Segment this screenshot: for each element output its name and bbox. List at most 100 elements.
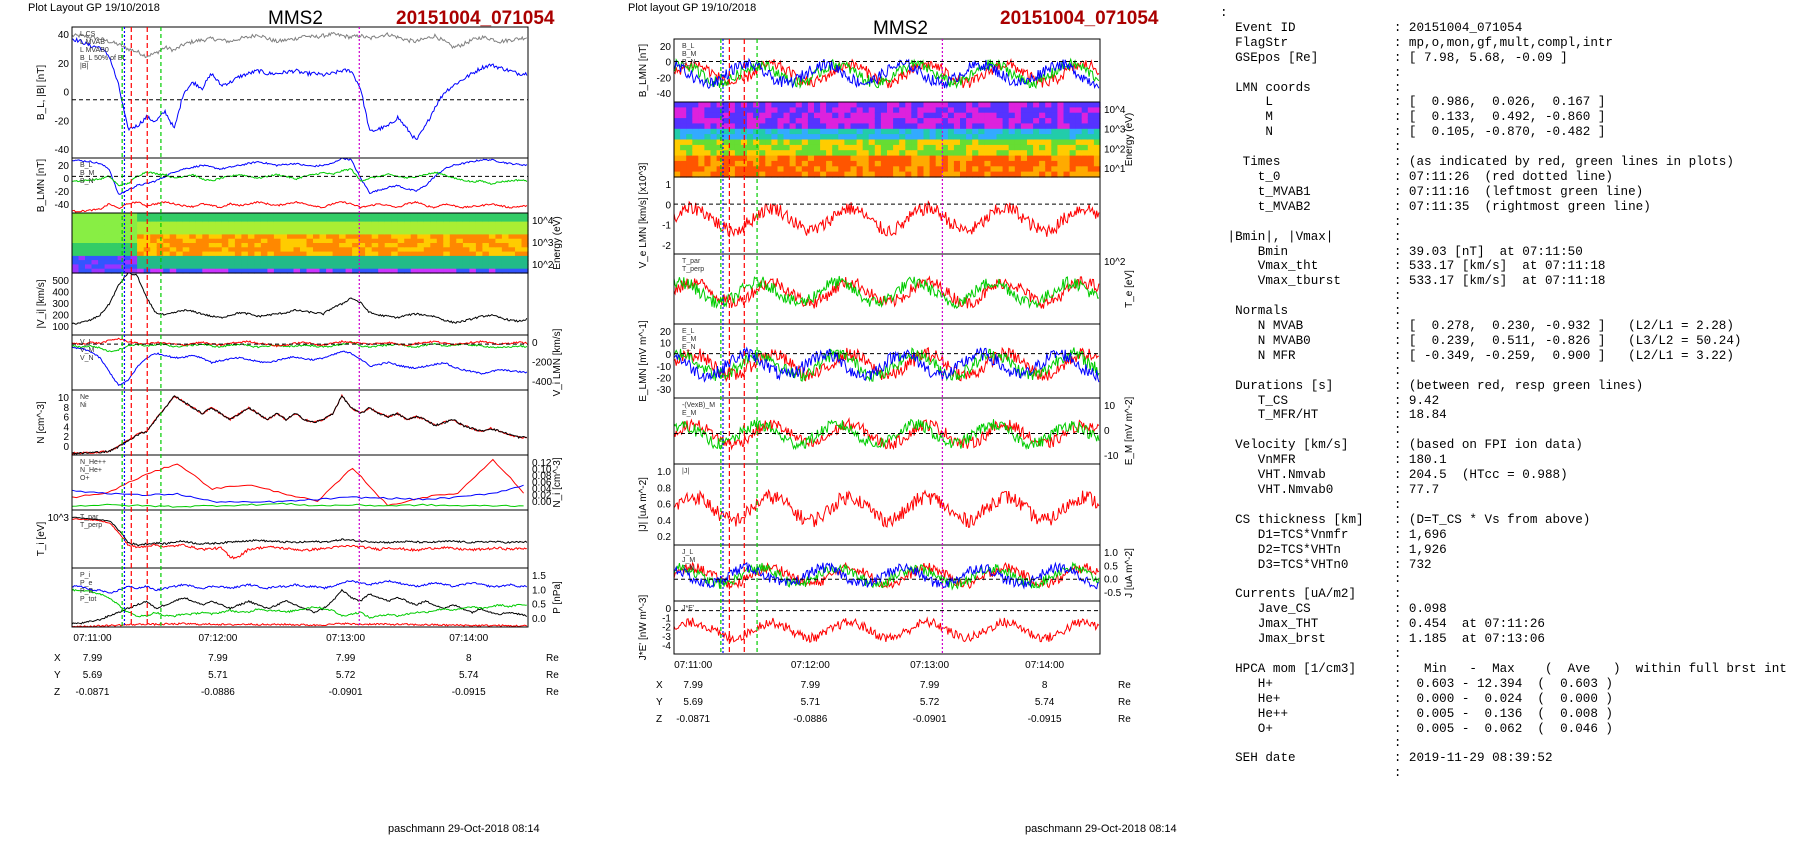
- info-line: Velocity [km/s] : (based on FPI ion data…: [1220, 438, 1583, 453]
- spectrogram-cell: [449, 213, 457, 218]
- spectrogram-cell: [923, 144, 931, 151]
- spectrogram-cell: [686, 128, 693, 135]
- spectrogram-cell: [1081, 160, 1089, 167]
- y-tick-label: 10^3: [532, 238, 554, 249]
- spectrogram-cell: [917, 171, 925, 178]
- spectrogram-cell: [905, 123, 912, 130]
- spectrogram-cell: [124, 217, 132, 223]
- spectrogram-cell: [417, 230, 425, 235]
- spectrogram-cell: [1002, 160, 1010, 167]
- spectrogram-cell: [215, 243, 223, 248]
- spectrogram-cell: [978, 134, 985, 141]
- spectrogram-cell: [862, 112, 870, 119]
- spectrogram-cell: [91, 234, 99, 240]
- spectrogram-cell: [124, 238, 132, 244]
- spectrogram-cell: [430, 234, 438, 240]
- spectrogram-cell: [966, 139, 973, 146]
- spectrogram-cell: [1063, 150, 1071, 157]
- spectrogram-cell: [228, 221, 236, 227]
- spectrogram-cell: [941, 134, 949, 141]
- spectrogram-cell: [104, 234, 112, 240]
- x-tick-label: 07:11:00: [674, 660, 713, 671]
- spectrogram-cell: [365, 230, 373, 235]
- spectrogram-cell: [111, 217, 119, 223]
- spectrogram-cell: [150, 217, 158, 223]
- spectrogram-cell: [777, 139, 785, 146]
- spectrogram-cell: [449, 230, 457, 235]
- spectrogram-cell: [202, 251, 210, 257]
- left-spacecraft-label: MMS2: [268, 8, 323, 29]
- spectrogram-cell: [747, 139, 754, 146]
- spectrogram-cell: [365, 243, 373, 248]
- x-tick-label: 07:12:00: [791, 660, 830, 671]
- y-tick-label: 0: [63, 88, 69, 99]
- spectrogram-cell: [880, 134, 888, 141]
- coord-value: -0.0901: [913, 714, 947, 725]
- spectrogram-cell: [1033, 171, 1040, 178]
- spectrogram-cell: [984, 139, 992, 146]
- spectrogram-cell: [378, 234, 386, 240]
- spectrogram-cell: [280, 230, 288, 235]
- spectrogram-cell: [404, 238, 412, 244]
- spectrogram-cell: [254, 247, 262, 253]
- spectrogram-cell: [326, 238, 334, 244]
- spectrogram-cell: [844, 112, 852, 119]
- spectrogram-cell: [443, 217, 451, 223]
- spectrogram-cell: [795, 112, 803, 119]
- spectrogram-cell: [515, 264, 523, 270]
- spectrogram-cell: [482, 243, 490, 248]
- spectrogram-cell: [313, 260, 321, 265]
- spectrogram-cell: [716, 150, 724, 157]
- spectrogram-cell: [495, 243, 503, 248]
- spectrogram-cell: [176, 260, 184, 265]
- spectrogram-cell: [267, 268, 275, 274]
- spectrogram-cell: [887, 118, 894, 125]
- spectrogram-cell: [85, 221, 93, 227]
- spectrogram-cell: [996, 150, 1004, 157]
- spectrogram-cell: [850, 155, 858, 162]
- spectrogram-cell: [807, 150, 815, 157]
- spectrogram-cell: [189, 230, 197, 235]
- spectrogram-cell: [221, 243, 229, 248]
- spectrogram-cell: [1033, 107, 1040, 114]
- spectrogram-cell: [111, 243, 119, 248]
- spectrogram-cell: [202, 255, 210, 261]
- spectrogram-cell: [124, 251, 132, 257]
- spectrogram-cell: [905, 150, 912, 157]
- spectrogram-cell: [783, 139, 791, 146]
- coord-unit: Re: [1118, 697, 1131, 708]
- spectrogram-cell: [482, 251, 490, 257]
- spectrogram-cell: [443, 243, 451, 248]
- info-line: :: [1220, 6, 1228, 20]
- spectrogram-cell: [935, 166, 943, 173]
- spectrogram-cell: [1087, 107, 1095, 114]
- spectrogram-cell: [287, 221, 295, 227]
- spectrogram-cell: [339, 243, 347, 248]
- spectrogram-cell: [319, 255, 327, 261]
- spectrogram-cell: [911, 107, 918, 114]
- spectrogram-cell: [273, 268, 281, 274]
- spectrogram-cell: [228, 217, 236, 223]
- spectrogram-cell: [78, 251, 86, 257]
- spectrogram-cell: [1057, 118, 1065, 125]
- spectrogram-cell: [911, 171, 918, 178]
- spectrogram-cell: [978, 166, 985, 173]
- spectrogram-cell: [826, 112, 833, 119]
- spectrogram-cell: [462, 230, 470, 235]
- legend-entry: T_par: [80, 514, 99, 521]
- spectrogram-cell: [495, 238, 503, 244]
- spectrogram-cell: [1093, 166, 1101, 173]
- spectrogram-cell: [947, 139, 955, 146]
- spectrogram-cell: [1008, 166, 1016, 173]
- spectrogram-cell: [1057, 134, 1065, 141]
- spectrogram-cell: [501, 251, 509, 257]
- y-tick-label: 10^4: [1104, 105, 1126, 116]
- y-tick-label: 0.0: [1104, 575, 1118, 586]
- spectrogram-cell: [820, 155, 827, 162]
- spectrogram-cell: [789, 155, 797, 162]
- spectrogram-cell: [91, 260, 99, 265]
- spectrogram-cell: [917, 118, 925, 125]
- spectrogram-cell: [1014, 144, 1022, 151]
- spectrogram-cell: [456, 247, 464, 253]
- spectrogram-cell: [953, 123, 961, 130]
